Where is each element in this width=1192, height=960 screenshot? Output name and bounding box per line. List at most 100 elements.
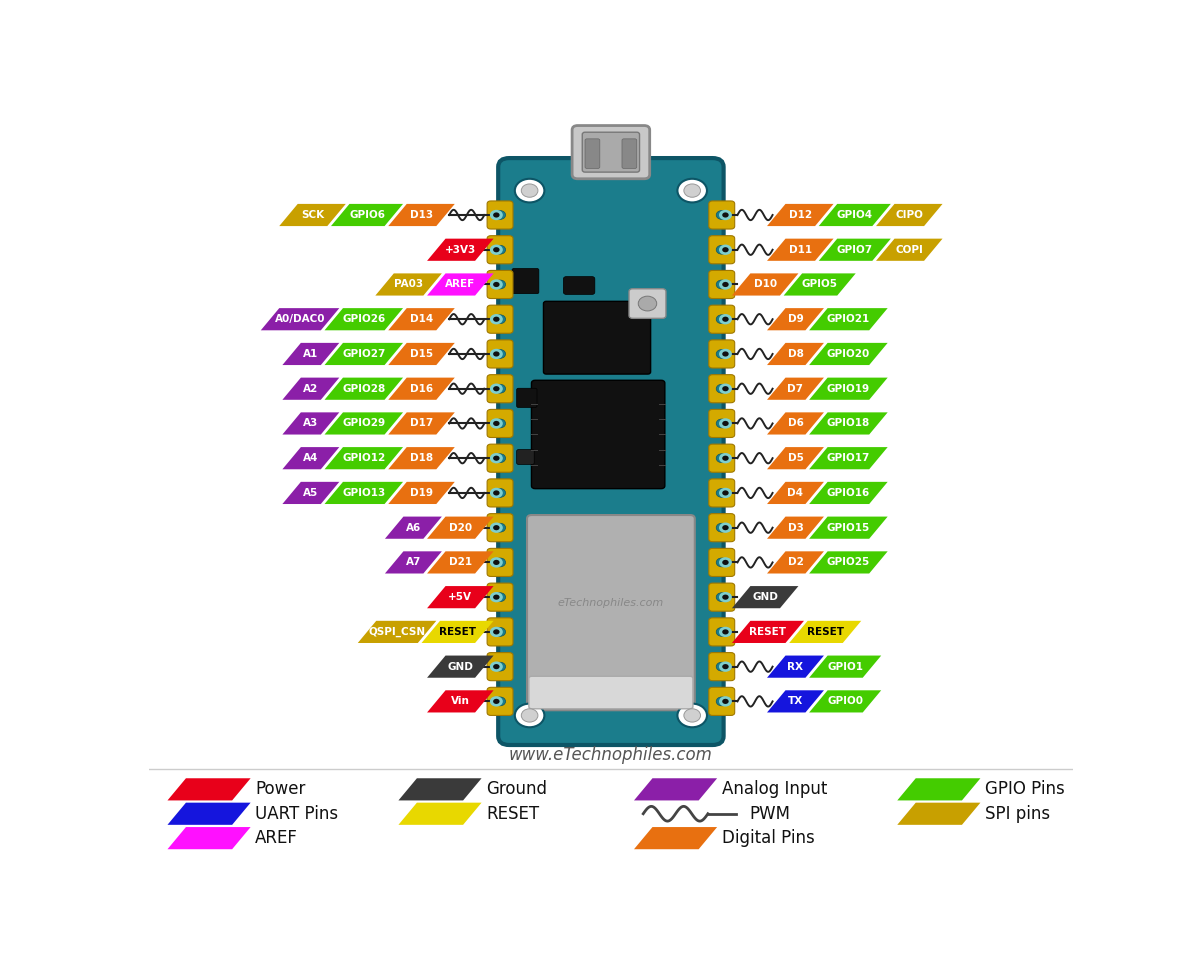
Circle shape <box>719 557 732 567</box>
Circle shape <box>716 384 727 394</box>
Polygon shape <box>819 239 890 261</box>
Circle shape <box>722 491 728 495</box>
Circle shape <box>684 708 701 722</box>
Text: D8: D8 <box>788 349 803 359</box>
Polygon shape <box>809 413 888 435</box>
Polygon shape <box>389 447 455 469</box>
Polygon shape <box>809 516 888 539</box>
Polygon shape <box>766 656 824 678</box>
Circle shape <box>638 296 657 311</box>
Text: GPIO1: GPIO1 <box>827 661 863 672</box>
Polygon shape <box>389 204 455 227</box>
Circle shape <box>515 179 545 203</box>
Circle shape <box>719 279 732 290</box>
FancyBboxPatch shape <box>564 276 595 295</box>
Circle shape <box>495 454 505 463</box>
Circle shape <box>719 314 732 324</box>
Circle shape <box>493 699 499 704</box>
Circle shape <box>493 456 499 461</box>
Circle shape <box>495 489 505 497</box>
Text: www.eTechnophiles.com: www.eTechnophiles.com <box>509 746 713 763</box>
FancyBboxPatch shape <box>572 126 650 179</box>
Text: D21: D21 <box>448 558 472 567</box>
FancyBboxPatch shape <box>709 618 734 646</box>
Circle shape <box>495 315 505 324</box>
Circle shape <box>495 628 505 636</box>
Circle shape <box>722 525 728 530</box>
Text: GPIO29: GPIO29 <box>342 419 385 428</box>
Text: CIPO: CIPO <box>895 210 924 220</box>
Polygon shape <box>634 828 718 850</box>
Polygon shape <box>427 516 493 539</box>
Circle shape <box>490 279 503 290</box>
Circle shape <box>719 522 732 533</box>
Circle shape <box>490 557 503 567</box>
Circle shape <box>495 662 505 671</box>
Text: GPIO21: GPIO21 <box>827 314 870 324</box>
Circle shape <box>493 247 499 252</box>
Polygon shape <box>809 656 881 678</box>
FancyBboxPatch shape <box>516 388 538 407</box>
Text: GND: GND <box>447 661 473 672</box>
Text: GPIO Pins: GPIO Pins <box>985 780 1064 799</box>
Circle shape <box>716 697 727 706</box>
Circle shape <box>716 419 727 428</box>
Circle shape <box>719 384 732 394</box>
Circle shape <box>716 315 727 324</box>
Circle shape <box>493 317 499 322</box>
FancyBboxPatch shape <box>709 548 734 576</box>
Circle shape <box>719 696 732 707</box>
FancyBboxPatch shape <box>582 132 640 172</box>
FancyBboxPatch shape <box>532 380 665 489</box>
Polygon shape <box>766 551 824 573</box>
FancyBboxPatch shape <box>513 269 539 294</box>
Text: GPIO18: GPIO18 <box>827 419 870 428</box>
Circle shape <box>722 664 728 669</box>
Circle shape <box>719 348 732 359</box>
Polygon shape <box>766 239 833 261</box>
FancyBboxPatch shape <box>488 583 513 612</box>
Text: D15: D15 <box>410 349 433 359</box>
Circle shape <box>493 282 499 287</box>
Polygon shape <box>876 204 943 227</box>
Polygon shape <box>732 621 803 643</box>
Polygon shape <box>389 343 455 365</box>
Circle shape <box>490 627 503 637</box>
Circle shape <box>490 419 503 428</box>
Polygon shape <box>809 482 888 504</box>
FancyBboxPatch shape <box>709 514 734 541</box>
Polygon shape <box>324 447 403 469</box>
Text: QSPI_CSN: QSPI_CSN <box>368 627 426 637</box>
Polygon shape <box>766 343 824 365</box>
Circle shape <box>490 488 503 498</box>
Text: PWM: PWM <box>750 804 790 823</box>
Text: PA03: PA03 <box>395 279 423 290</box>
Polygon shape <box>766 482 824 504</box>
Polygon shape <box>283 482 340 504</box>
Circle shape <box>719 453 732 464</box>
Text: A7: A7 <box>405 558 421 567</box>
Polygon shape <box>809 308 888 330</box>
Polygon shape <box>385 516 442 539</box>
Polygon shape <box>331 204 403 227</box>
Circle shape <box>716 558 727 566</box>
FancyBboxPatch shape <box>488 409 513 438</box>
Circle shape <box>719 592 732 602</box>
Polygon shape <box>389 308 455 330</box>
Text: D11: D11 <box>789 245 812 254</box>
Polygon shape <box>427 239 493 261</box>
Circle shape <box>716 628 727 636</box>
Text: AREF: AREF <box>445 279 476 290</box>
Text: GPIO16: GPIO16 <box>827 488 870 498</box>
Polygon shape <box>809 343 888 365</box>
Text: +3V3: +3V3 <box>445 245 476 254</box>
Text: RESET: RESET <box>439 627 476 636</box>
Circle shape <box>716 662 727 671</box>
Circle shape <box>495 210 505 220</box>
Circle shape <box>493 594 499 600</box>
Text: D9: D9 <box>788 314 803 324</box>
Text: D20: D20 <box>448 522 472 533</box>
Circle shape <box>684 184 701 197</box>
Circle shape <box>490 384 503 394</box>
Text: GPIO15: GPIO15 <box>827 522 870 533</box>
